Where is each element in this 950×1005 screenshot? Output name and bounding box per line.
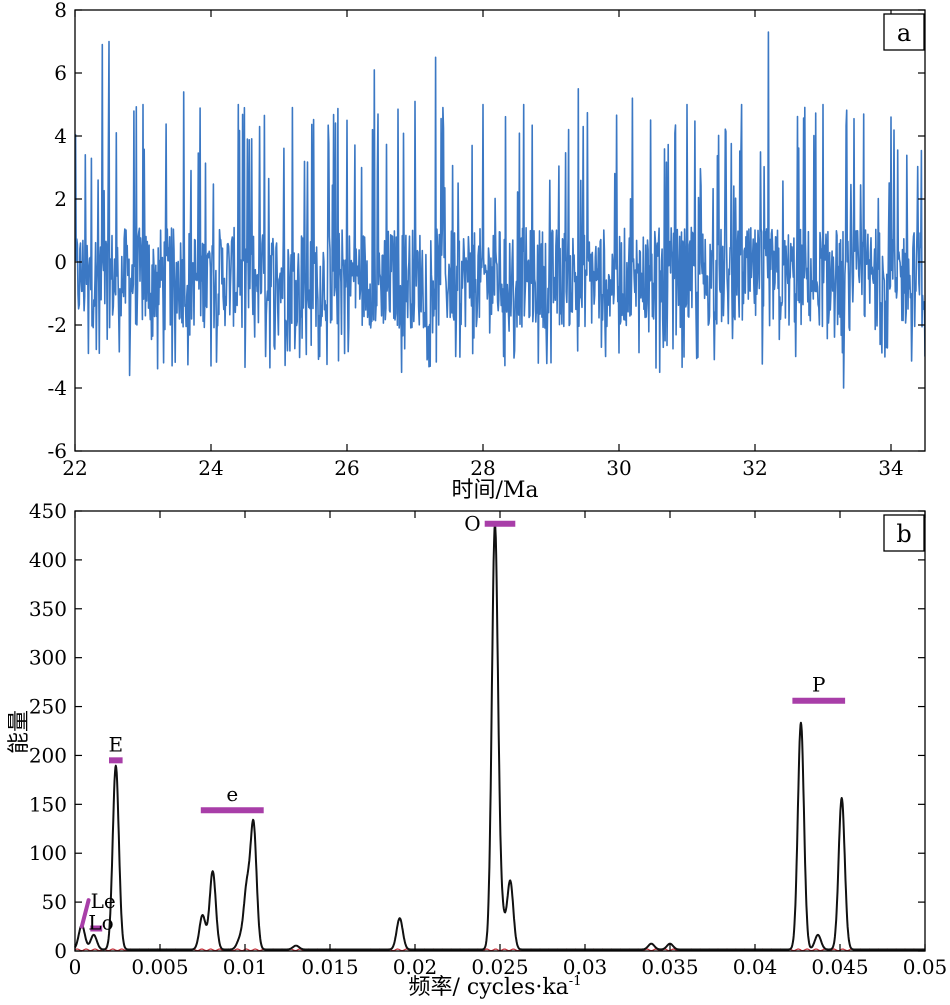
panel-a-ytick-label: 2	[54, 187, 67, 211]
band-bar-le	[79, 898, 91, 929]
panel-b-xtick-label: 0.035	[641, 955, 698, 979]
panel-b-xtick-label: 0.05	[903, 955, 948, 979]
panel-a-tag-box	[883, 13, 925, 51]
panel-a-ytick-label: 8	[54, 0, 67, 22]
panel-b-ytick-label: 300	[29, 646, 67, 670]
panel-b-xlabel-main: 频率/ cycles·ka	[409, 975, 569, 1000]
panel-a-xtick-label: 24	[198, 456, 223, 480]
panel-b-ytick-label: 100	[29, 841, 67, 865]
band-label-p: P	[812, 673, 825, 697]
panel-b-ytick-label: 450	[29, 499, 67, 523]
panel-a-xtick-label: 34	[878, 456, 903, 480]
panel-a-xtick-label: 26	[334, 456, 359, 480]
panel-a-series-line	[75, 31, 925, 389]
panel-b-tick-labels: 0 0.005 0.01 0.015 0.02 0.025 0.03 0.035 0.04 0.0…	[29, 499, 947, 979]
band-label-e: E	[108, 732, 123, 756]
panel-b-xtick-label: 0.02	[393, 955, 438, 979]
panel-a-ytick-label: 4	[54, 124, 67, 148]
panel-a-ytick-label: 0	[54, 250, 67, 274]
panel-b-xtick-label: 0.04	[733, 955, 778, 979]
band-label-o: O	[464, 512, 480, 536]
panel-a-xlabel: 时间/Ma	[451, 478, 538, 503]
panel-b-ytick-label: 50	[42, 890, 67, 914]
panel-b-xtick-label: 0.03	[563, 955, 608, 979]
panel-a-xtick-label: 32	[742, 456, 767, 480]
panel-b-tag-box	[883, 514, 925, 552]
panel-b-xlabel: 频率/ cycles·ka-1	[409, 974, 582, 1000]
panel-b-xtick-label: 0.045	[811, 955, 868, 979]
panel-b-ytick-label: 400	[29, 548, 67, 572]
panel-b-ytick-label: 200	[29, 743, 67, 767]
panel-b-ytick-label: 350	[29, 597, 67, 621]
panel-a-ytick-label: -2	[48, 313, 67, 337]
panel-b-xtick-label: 0.005	[131, 955, 188, 979]
band-label-le: Le	[91, 889, 116, 913]
panel-b-xtick-label: 0.025	[471, 955, 528, 979]
panel-b-ytick-label: 150	[29, 792, 67, 816]
panel-a-series	[75, 31, 925, 389]
panel-a-tag: a	[897, 19, 911, 47]
band-label-e: e	[226, 782, 238, 806]
panel-b-frame	[74, 510, 926, 952]
panel-b-xtick-label: 0.01	[223, 955, 268, 979]
panel-a-ytick-label: -6	[48, 439, 67, 463]
panel-a-xtick-label: 22	[62, 456, 87, 480]
panel-a-frame	[74, 9, 926, 452]
panel-b-ytick-label: 250	[29, 695, 67, 719]
panel-b-series	[74, 523, 926, 951]
band-label-lo: Lo	[88, 911, 113, 935]
panel-b-ytick-label: 0	[54, 939, 67, 963]
panel-b-tag: b	[896, 520, 911, 548]
panel-b-ticks	[74, 510, 926, 952]
panel-a-ytick-label: 6	[54, 61, 67, 85]
panel-b-spectrum-line	[74, 523, 926, 951]
panel-b-xlabel-sup: -1	[569, 974, 582, 989]
panel-a-xtick-label: 30	[606, 456, 631, 480]
panel-a-ticks	[74, 9, 925, 452]
panel-b-xtick-label: 0	[69, 955, 82, 979]
panel-b-ylabel: 能量	[7, 710, 32, 754]
panel-a-ytick-label: -4	[48, 376, 67, 400]
panel-a-xtick-label: 28	[470, 456, 495, 480]
panel-b-xtick-label: 0.015	[301, 955, 358, 979]
